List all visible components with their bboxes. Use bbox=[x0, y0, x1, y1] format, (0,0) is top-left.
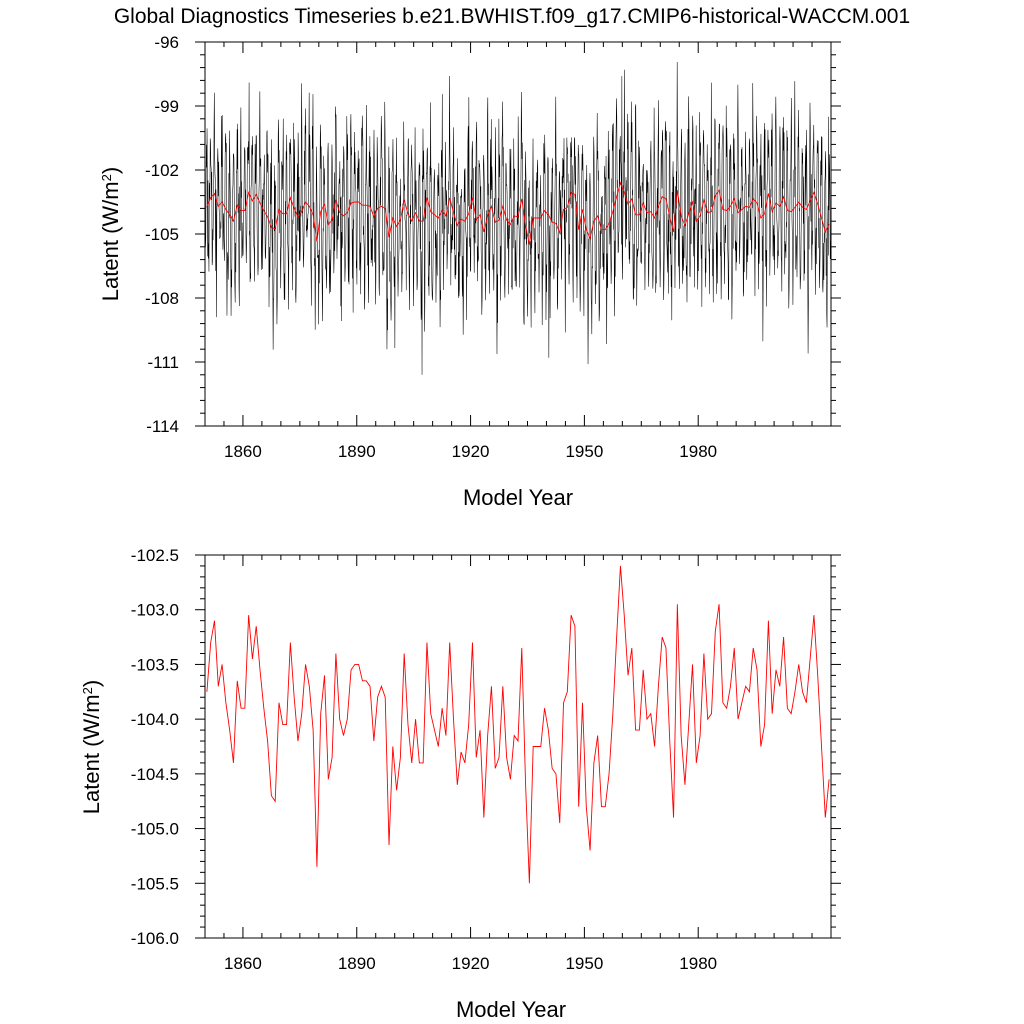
top-y-tick-label: -105 bbox=[145, 225, 179, 244]
bottom-x-tick-label: 1980 bbox=[679, 954, 717, 973]
top-x-tick-label: 1980 bbox=[679, 442, 717, 461]
top-y-tick-label: -111 bbox=[147, 353, 179, 372]
bottom-series-lines bbox=[206, 565, 830, 884]
bottom-axis-ticks bbox=[195, 554, 841, 939]
bottom-panel: -106.0 -105.5 -105.0 -104.5 -104.0 -103.5 -103… bbox=[79, 546, 841, 1022]
bottom-y-axis-label-superscript: 2 bbox=[80, 687, 95, 694]
bottom-y-tick-label: -103.0 bbox=[131, 601, 179, 620]
top-y-tick-label: -99 bbox=[154, 97, 179, 116]
bottom-y-axis-label-text: Latent (W/m bbox=[79, 694, 104, 814]
bottom-x-tick-label: 1950 bbox=[565, 954, 603, 973]
top-x-tick-labels: 1860 1890 1920 1950 1980 bbox=[224, 442, 717, 461]
top-y-tick-label: -108 bbox=[145, 289, 179, 308]
bottom-y-tick-label: -106.0 bbox=[131, 929, 179, 948]
bottom-y-tick-label: -103.5 bbox=[131, 655, 179, 674]
top-y-tick-label: -114 bbox=[146, 417, 179, 436]
top-y-tick-labels: -114 -111 -108 -105 -102 -99 -96 bbox=[145, 33, 179, 436]
top-x-tick-label: 1950 bbox=[565, 442, 603, 461]
bottom-y-tick-label: -105.0 bbox=[131, 820, 179, 839]
top-series-monthly-line bbox=[204, 61, 832, 375]
top-panel: -114-111-108-105-102-99-96 1860 1890 1920 1… bbox=[98, 33, 841, 510]
top-x-tick-label: 1890 bbox=[338, 442, 376, 461]
top-series-lines bbox=[204, 61, 832, 375]
top-axis-ticks bbox=[195, 41, 841, 427]
bottom-plot-frame bbox=[204, 554, 832, 939]
top-y-tick-label: -102 bbox=[145, 161, 179, 180]
bottom-y-tick-label: -104.5 bbox=[131, 765, 179, 784]
bottom-x-tick-label: 1890 bbox=[338, 954, 376, 973]
bottom-x-tick-labels: 1860 1890 1920 1950 1980 bbox=[224, 954, 717, 973]
bottom-y-tick-label: -105.5 bbox=[131, 874, 179, 893]
top-x-tick-label: 1920 bbox=[452, 442, 490, 461]
top-y-axis-label-close: ) bbox=[98, 167, 123, 174]
top-plot-frame bbox=[204, 41, 832, 427]
bottom-y-tick-labels: -106.0 -105.5 -105.0 -104.5 -104.0 -103.5 -103… bbox=[131, 546, 179, 948]
bottom-x-tick-label: 1860 bbox=[224, 954, 262, 973]
top-x-tick-label: 1860 bbox=[224, 442, 262, 461]
top-y-tick-label: -96 bbox=[154, 33, 179, 52]
top-y-axis-label-superscript: 2 bbox=[99, 174, 114, 181]
top-series-annual-line bbox=[206, 181, 830, 245]
chart-title: Global Diagnostics Timeseries b.e21.BWHI… bbox=[114, 5, 910, 28]
bottom-x-tick-label: 1920 bbox=[452, 954, 490, 973]
top-y-axis-label: Latent (W/m2) bbox=[98, 167, 123, 301]
bottom-y-tick-label: -104.0 bbox=[131, 710, 179, 729]
bottom-y-tick-label: -102.5 bbox=[131, 546, 179, 565]
bottom-series-annual-line bbox=[206, 565, 830, 884]
top-y-axis-label-text: Latent (W/m bbox=[98, 181, 123, 301]
bottom-y-axis-label: Latent (W/m2) bbox=[79, 680, 104, 814]
top-x-axis-label: Model Year bbox=[463, 485, 573, 510]
bottom-x-axis-label: Model Year bbox=[456, 997, 566, 1022]
bottom-y-axis-label-close: ) bbox=[79, 680, 104, 687]
